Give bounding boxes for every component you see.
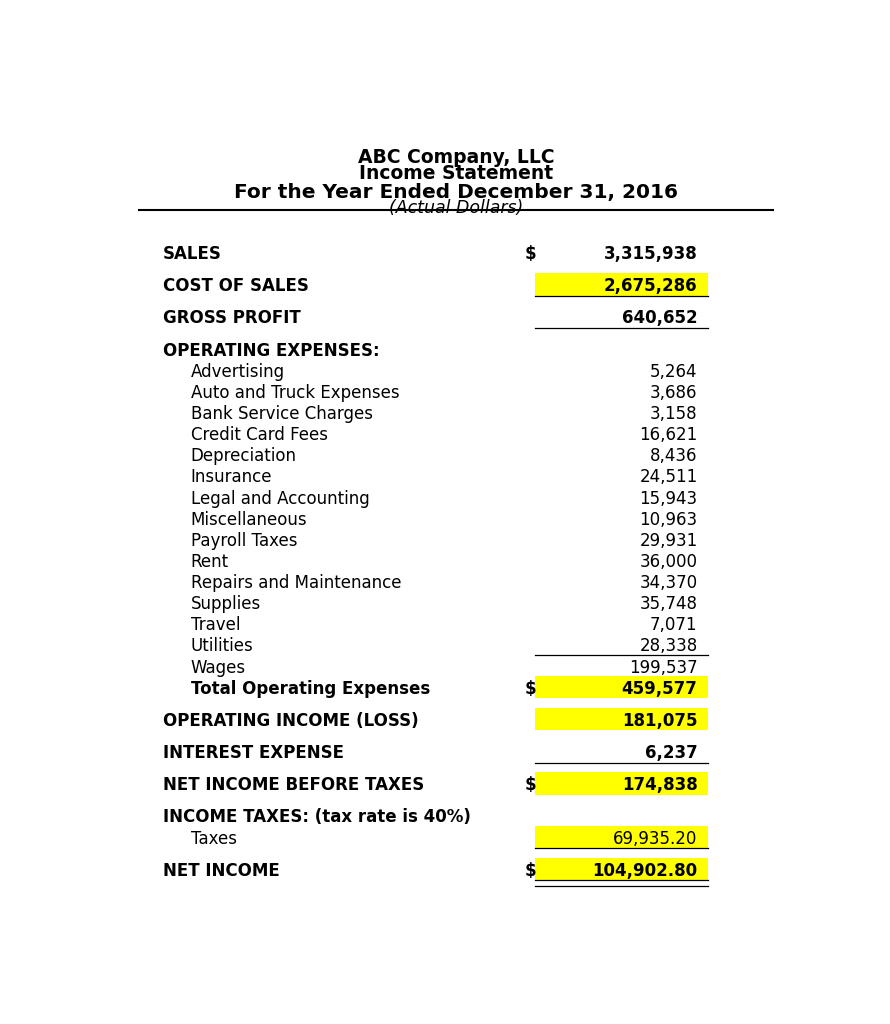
Text: Insurance: Insurance: [190, 468, 272, 486]
Text: 10,963: 10,963: [639, 511, 698, 528]
Text: 24,511: 24,511: [639, 468, 698, 486]
FancyBboxPatch shape: [536, 858, 708, 881]
Text: Auto and Truck Expenses: Auto and Truck Expenses: [190, 384, 400, 401]
Text: Wages: Wages: [190, 658, 246, 677]
Text: 34,370: 34,370: [639, 574, 698, 592]
Text: 28,338: 28,338: [639, 638, 698, 655]
Text: Taxes: Taxes: [190, 829, 237, 848]
Text: OPERATING EXPENSES:: OPERATING EXPENSES:: [163, 342, 380, 359]
Text: 15,943: 15,943: [639, 489, 698, 508]
Text: 181,075: 181,075: [622, 712, 698, 730]
Text: Income Statement: Income Statement: [359, 164, 554, 183]
Text: 174,838: 174,838: [622, 776, 698, 795]
Text: (Actual Dollars): (Actual Dollars): [389, 199, 523, 216]
Text: NET INCOME: NET INCOME: [163, 861, 279, 880]
Text: $: $: [525, 861, 537, 880]
Text: 69,935.20: 69,935.20: [613, 829, 698, 848]
Text: 8,436: 8,436: [650, 447, 698, 465]
Text: 3,686: 3,686: [650, 384, 698, 401]
Text: Credit Card Fees: Credit Card Fees: [190, 426, 328, 444]
Text: Supplies: Supplies: [190, 595, 261, 613]
Text: Legal and Accounting: Legal and Accounting: [190, 489, 369, 508]
Text: $: $: [525, 680, 537, 697]
Text: 459,577: 459,577: [621, 680, 698, 697]
Text: 2,675,286: 2,675,286: [604, 278, 698, 295]
Text: INTEREST EXPENSE: INTEREST EXPENSE: [163, 744, 344, 762]
Text: $: $: [525, 776, 537, 795]
Text: 29,931: 29,931: [639, 531, 698, 550]
FancyBboxPatch shape: [536, 825, 708, 848]
Text: 35,748: 35,748: [640, 595, 698, 613]
Text: 104,902.80: 104,902.80: [593, 861, 698, 880]
Text: Utilities: Utilities: [190, 638, 254, 655]
Text: $: $: [525, 245, 537, 263]
Text: 6,237: 6,237: [644, 744, 698, 762]
Text: SALES: SALES: [163, 245, 222, 263]
Text: 3,315,938: 3,315,938: [603, 245, 698, 263]
Text: Payroll Taxes: Payroll Taxes: [190, 531, 297, 550]
Text: 36,000: 36,000: [640, 553, 698, 571]
FancyBboxPatch shape: [536, 273, 708, 296]
Text: 7,071: 7,071: [650, 616, 698, 634]
Text: Travel: Travel: [190, 616, 240, 634]
Text: NET INCOME BEFORE TAXES: NET INCOME BEFORE TAXES: [163, 776, 425, 795]
Text: COST OF SALES: COST OF SALES: [163, 278, 309, 295]
FancyBboxPatch shape: [536, 676, 708, 698]
Text: INCOME TAXES: (tax rate is 40%): INCOME TAXES: (tax rate is 40%): [163, 808, 471, 826]
Text: 5,264: 5,264: [650, 362, 698, 381]
Text: GROSS PROFIT: GROSS PROFIT: [163, 309, 301, 328]
Text: Repairs and Maintenance: Repairs and Maintenance: [190, 574, 401, 592]
Text: For the Year Ended December 31, 2016: For the Year Ended December 31, 2016: [234, 183, 678, 202]
Text: 199,537: 199,537: [629, 658, 698, 677]
Text: Depreciation: Depreciation: [190, 447, 296, 465]
Text: 16,621: 16,621: [639, 426, 698, 444]
FancyBboxPatch shape: [536, 772, 708, 795]
Text: Advertising: Advertising: [190, 362, 285, 381]
Text: Total Operating Expenses: Total Operating Expenses: [190, 680, 430, 697]
Text: Bank Service Charges: Bank Service Charges: [190, 406, 373, 423]
Text: Miscellaneous: Miscellaneous: [190, 511, 307, 528]
Text: OPERATING INCOME (LOSS): OPERATING INCOME (LOSS): [163, 712, 418, 730]
Text: ABC Company, LLC: ABC Company, LLC: [358, 148, 554, 167]
Text: 3,158: 3,158: [650, 406, 698, 423]
Text: Rent: Rent: [190, 553, 229, 571]
FancyBboxPatch shape: [536, 708, 708, 730]
Text: 640,652: 640,652: [622, 309, 698, 328]
